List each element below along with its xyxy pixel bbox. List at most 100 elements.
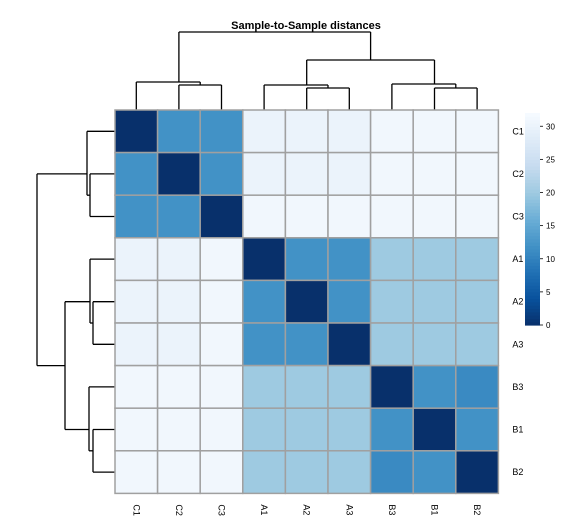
heatmap-cell-B1-C2 [156,407,201,452]
heatmap-cell-C1-C2 [156,109,201,154]
column-label: A3 [344,504,354,515]
heatmap-cell-C1-A1 [242,109,287,154]
colorbar-segment [525,152,540,157]
colorbar-segment [525,119,540,124]
heatmap-cell-B3-A1 [242,364,287,409]
heatmap-cell-C3-C1 [114,194,159,239]
heatmap-cell-C2-C3 [199,151,244,196]
heatmap-cell-C2-C2 [156,151,201,196]
colorbar-segment [525,321,540,326]
colorbar-segment [525,262,540,266]
colorbar-segment [525,318,540,323]
colorbar-segment [525,245,540,250]
heatmap-cell-A1-A1 [242,237,287,282]
colorbar-segment [525,272,540,276]
colorbar-segment [525,295,540,300]
heatmap-cell-B3-A3 [327,364,372,409]
heatmap-cell-A2-B1 [412,279,457,324]
colorbar-tick-label: 30 [546,122,555,131]
colorbar-segment [525,301,540,306]
heatmap-cell-B3-B1 [412,364,457,409]
colorbar-segment [525,288,540,293]
heatmap-cell-A1-B2 [455,237,500,282]
colorbar-segment [525,209,540,213]
heatmap-cell-A2-C3 [199,279,244,324]
colorbar-segment [525,205,540,210]
colorbar-segment [525,248,540,253]
column-label: B3 [387,504,397,515]
heatmap-cell-A2-A3 [327,279,372,324]
row-label: B3 [512,382,523,392]
heatmap-cell-B2-C1 [114,450,159,495]
colorbar-segment [525,315,540,319]
colorbar-segment [525,192,540,197]
colorbar-segment [525,179,540,184]
heatmap-cell-C2-B3 [369,151,414,196]
heatmap-cell-A1-C1 [114,237,159,282]
colorbar-segment [525,219,540,223]
colorbar: 0 5 10 15 20 25 30 [525,113,555,330]
colorbar-segment [525,291,540,296]
row-label: B1 [512,425,523,435]
column-label: B2 [472,504,482,515]
heatmap-cell-B2-A3 [327,450,372,495]
heatmap-cell-C3-A2 [284,194,329,239]
column-label: A1 [259,504,269,515]
colorbar-segment [525,298,540,303]
heatmap-cell-B3-C2 [156,364,201,409]
heatmap-cell-B1-A3 [327,407,372,452]
heatmap-cell-B3-B3 [369,364,414,409]
colorbar-tick-label: 20 [546,189,555,198]
heatmap-cell-B1-A2 [284,407,329,452]
colorbar-segment [525,113,540,117]
colorbar-segment [525,139,540,144]
colorbar-segment [525,142,540,147]
heatmap-cell-A2-B3 [369,279,414,324]
colorbar-segment [525,311,540,316]
colorbar-segment [525,222,540,227]
heatmap-cell-A1-A3 [327,237,372,282]
row-label: A1 [512,254,523,264]
colorbar-segment [525,258,540,263]
heatmap-cell-A3-C2 [156,322,201,367]
row-label: B2 [512,467,523,477]
heatmap-cell-C1-B2 [455,109,500,154]
heatmap-cell-A2-A2 [284,279,329,324]
colorbar-segment [525,132,540,137]
colorbar-segment [525,252,540,257]
colorbar-segment [525,212,540,217]
heatmap-cell-B2-C2 [156,450,201,495]
colorbar-segment [525,281,540,286]
colorbar-segment [525,242,540,247]
colorbar-segment [525,195,540,200]
heatmap-cell-A3-C1 [114,322,159,367]
left-dendrogram [36,130,115,473]
colorbar-segment [525,202,540,207]
colorbar-segment [525,305,540,310]
colorbar-segment [525,285,540,290]
colorbar-segment [525,149,540,154]
colorbar-tick-label: 5 [546,288,551,297]
colorbar-tick-label: 25 [546,155,555,164]
colorbar-segment [525,172,540,177]
heatmap-cell-C2-A2 [284,151,329,196]
heatmap-cells [114,109,500,495]
heatmap-cell-C2-C1 [114,151,159,196]
heatmap-cell-B2-B2 [455,450,500,495]
row-label: A2 [512,297,523,307]
colorbar-segment [525,136,540,141]
column-label: C2 [174,504,184,516]
row-label: A3 [512,339,523,349]
heatmap-cell-C1-B3 [369,109,414,154]
colorbar-segment [525,182,540,187]
heatmap-cell-B2-B3 [369,450,414,495]
colorbar-segment [525,215,540,220]
heatmap-cell-B1-A1 [242,407,287,452]
heatmap-cell-C2-B2 [455,151,500,196]
heatmap-cell-A2-B2 [455,279,500,324]
heatmap-cell-A3-A2 [284,322,329,367]
heatmap-cell-B1-C1 [114,407,159,452]
heatmap-cell-A3-B1 [412,322,457,367]
column-label: A2 [302,504,312,515]
